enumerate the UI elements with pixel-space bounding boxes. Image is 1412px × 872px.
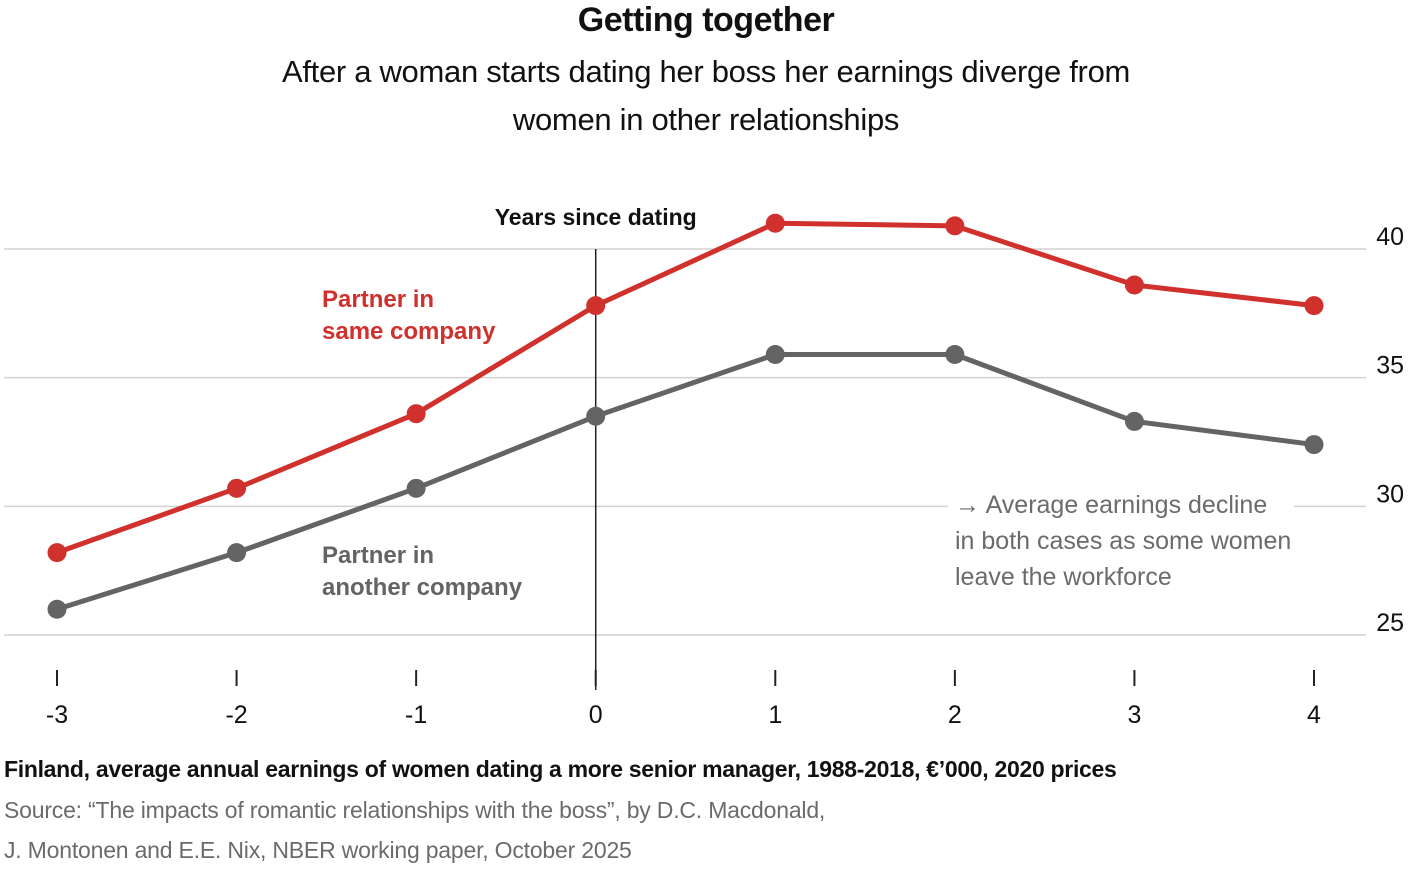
series-label: Partner in another company xyxy=(322,542,523,601)
x-axis-label: Years since dating xyxy=(495,204,697,230)
series-same-company xyxy=(47,213,1324,563)
x-tick-label: 4 xyxy=(1307,701,1321,729)
annotation: → Average earnings decline in both cases … xyxy=(948,488,1294,591)
annotation-text: → Average earnings decline in both cases … xyxy=(955,491,1291,591)
chart-caption: Finland, average annual earnings of wome… xyxy=(4,756,1117,782)
data-point xyxy=(406,478,426,498)
x-tick-label: -1 xyxy=(405,701,427,729)
data-point xyxy=(227,478,247,498)
x-tick-label: 0 xyxy=(589,701,603,729)
data-point xyxy=(586,296,606,316)
chart-subtitle: After a woman starts dating her boss her… xyxy=(281,54,1131,137)
data-point xyxy=(1124,411,1144,431)
data-point xyxy=(1304,435,1324,455)
data-point xyxy=(227,543,247,563)
x-tick-label: 1 xyxy=(768,701,782,729)
y-tick-label: 25 xyxy=(1376,609,1404,637)
data-point xyxy=(47,543,67,563)
x-axis-ticks: -3 -2 -1 0 1 2 3 4 xyxy=(46,670,1321,729)
x-tick-label: -3 xyxy=(46,701,68,729)
data-point xyxy=(1124,275,1144,295)
x-tick-label: 2 xyxy=(948,701,962,729)
x-tick-label: -2 xyxy=(225,701,247,729)
data-point xyxy=(1304,296,1324,316)
annotation-background xyxy=(948,488,1294,588)
series-line xyxy=(54,220,1317,556)
y-tick-label: 40 xyxy=(1376,223,1404,251)
data-point xyxy=(765,213,785,233)
y-axis-ticks: 40 35 30 25 xyxy=(1376,223,1404,637)
y-tick-label: 35 xyxy=(1376,352,1404,380)
series-line xyxy=(54,352,1317,612)
series-another-company xyxy=(47,345,1324,619)
source-line-2: J. Montonen and E.E. Nix, NBER working p… xyxy=(4,837,632,863)
data-point xyxy=(765,345,785,365)
data-point xyxy=(945,216,965,236)
x-tick-label: 3 xyxy=(1127,701,1141,729)
series-layer xyxy=(47,213,1324,619)
data-point xyxy=(945,345,965,365)
source-line-1: Source: “The impacts of romantic relatio… xyxy=(4,797,826,823)
data-point xyxy=(406,404,426,424)
series-label: Partner in same company xyxy=(322,286,496,345)
series-labels: Partner in same company Partner in another … xyxy=(322,286,523,601)
chart-title: Getting together xyxy=(577,1,835,39)
data-point xyxy=(47,599,67,619)
data-point xyxy=(586,406,606,426)
y-tick-label: 30 xyxy=(1376,480,1404,508)
